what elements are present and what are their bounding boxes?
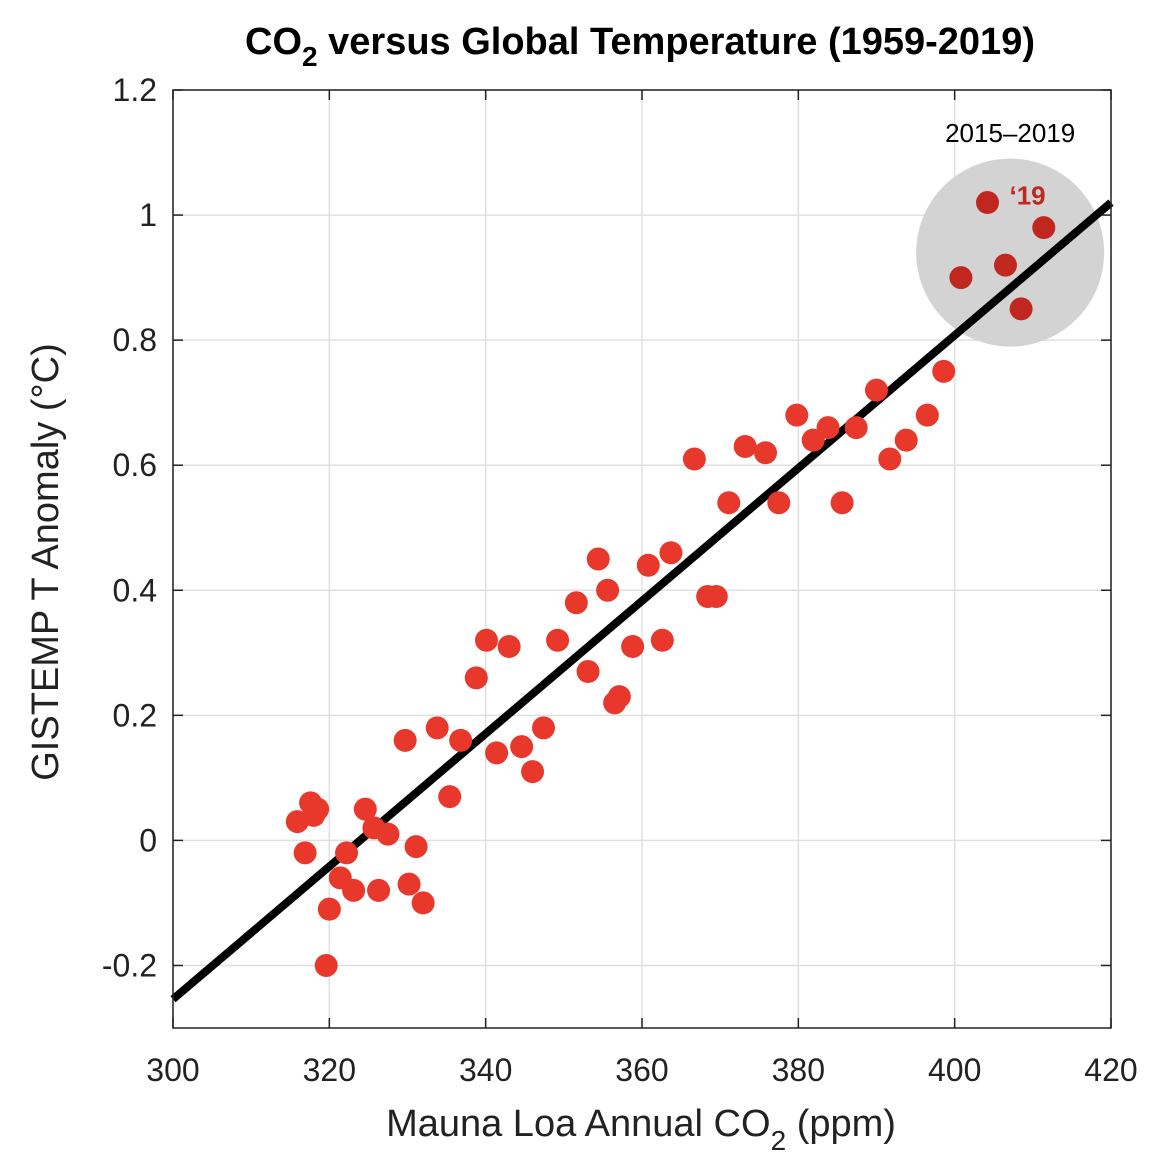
data-point (607, 685, 631, 709)
data-point (425, 716, 449, 740)
x-tick-label: 400 (928, 1052, 981, 1088)
data-point (546, 628, 570, 652)
data-point (464, 666, 488, 690)
data-point-recent (949, 266, 973, 290)
x-axis-label-suffix: (ppm) (786, 1103, 896, 1145)
data-point (521, 760, 545, 784)
data-point (404, 835, 428, 859)
data-point (497, 635, 521, 659)
data-point (449, 728, 473, 752)
y-tick-label: -0.2 (102, 947, 157, 983)
y-axis-ticks: -0.2 0 0.2 0.4 0.6 0.8 1 1.2 (102, 72, 1111, 983)
y-axis-label: GISTEMP T Anomaly (°C) (25, 343, 67, 781)
data-point (682, 447, 706, 471)
data-point (353, 797, 377, 821)
y-tick-label: 1 (139, 197, 157, 233)
x-tick-label: 420 (1084, 1052, 1137, 1088)
data-point (915, 403, 939, 427)
data-point (586, 547, 610, 571)
data-point (717, 491, 741, 515)
y-tick-label: 0.6 (113, 447, 157, 483)
x-tick-label: 380 (772, 1052, 825, 1088)
fit-line (170, 199, 1114, 1003)
data-point-recent (993, 253, 1017, 277)
data-point (704, 585, 728, 609)
x-tick-label: 340 (459, 1052, 512, 1088)
data-point (659, 541, 683, 565)
chart-title-subscript: 2 (302, 41, 318, 72)
y-tick-label: 1.2 (113, 72, 157, 108)
x-tick-label: 360 (615, 1052, 668, 1088)
data-point (865, 378, 888, 402)
data-point (564, 591, 588, 615)
data-point (733, 434, 757, 458)
data-point-recent (1009, 297, 1033, 321)
data-point (878, 447, 902, 471)
y-tick-label: 0.2 (113, 697, 157, 733)
data-point (532, 716, 556, 740)
data-point (474, 628, 498, 652)
y-tick-label: 0.8 (113, 322, 157, 358)
data-point (767, 491, 791, 515)
data-point (485, 741, 509, 765)
y-tick-label: 0 (139, 822, 157, 858)
data-point (411, 891, 435, 915)
data-point (830, 491, 854, 515)
data-point (314, 953, 338, 977)
data-point (816, 416, 840, 440)
annotations: ‘19 (1009, 181, 1045, 211)
data-point (510, 735, 534, 759)
data-point (317, 897, 341, 921)
data-point (335, 841, 359, 865)
point-annotation-label: ‘19 (1009, 181, 1045, 211)
data-point (844, 416, 868, 440)
data-point (376, 822, 400, 846)
x-tick-label: 300 (146, 1052, 199, 1088)
data-point (932, 359, 956, 383)
chart-title-suffix: versus Global Temperature (1959-2019) (318, 21, 1035, 63)
data-point (293, 841, 317, 865)
data-point (621, 635, 645, 659)
x-axis-label-prefix: Mauna Loa Annual CO (386, 1103, 771, 1145)
x-axis-label-subscript: 2 (771, 1125, 787, 1156)
data-point (894, 428, 918, 452)
data-point (636, 553, 660, 577)
highlight-circle (916, 158, 1105, 347)
data-point (596, 578, 620, 602)
highlight-region: 2015–2019 (916, 118, 1105, 347)
data-point (438, 785, 462, 809)
data-point-recent (1032, 216, 1056, 240)
y-tick-label: 0.4 (113, 572, 157, 608)
data-point (367, 878, 391, 902)
data-point (650, 628, 674, 652)
chart-title: CO2 versus Global Temperature (1959-2019… (245, 21, 1035, 72)
data-point (576, 660, 600, 684)
data-point (393, 728, 417, 752)
highlight-label: 2015–2019 (945, 118, 1075, 148)
x-axis-ticks: 300 320 340 360 380 400 420 (146, 90, 1138, 1088)
data-point (306, 797, 330, 821)
data-point (785, 403, 809, 427)
chart-title-prefix: CO (245, 21, 302, 63)
data-point-recent (975, 191, 999, 215)
data-point (754, 441, 778, 465)
data-point (342, 878, 366, 902)
fit-line-group (170, 199, 1114, 1003)
data-points (285, 191, 1056, 977)
x-tick-label: 320 (303, 1052, 356, 1088)
data-point (397, 872, 421, 896)
x-axis-label: Mauna Loa Annual CO2 (ppm) (386, 1103, 896, 1156)
